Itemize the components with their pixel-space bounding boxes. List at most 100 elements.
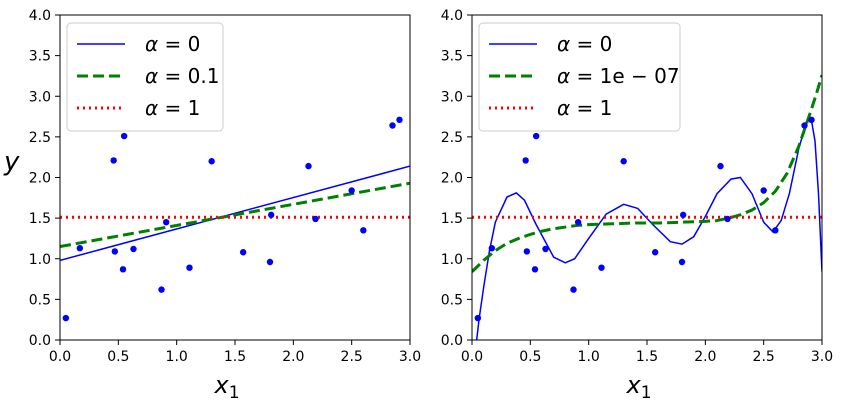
data-point <box>111 248 119 255</box>
y-tick-label: 4.0 <box>29 8 51 24</box>
data-point <box>119 266 127 273</box>
data-point <box>162 218 170 226</box>
data-point <box>396 116 403 124</box>
right-subplot: 0.0 0.5 1.0 1.5 2.0 2.5 3.0 0.0 0.5 1.0 1.5 2.0 2.5 3… <box>441 8 833 402</box>
data-point <box>239 249 247 256</box>
data-point <box>120 132 128 140</box>
legend-entry-1: α = 1e − 07 <box>557 64 680 88</box>
y-tick-label: 3.0 <box>441 89 463 105</box>
y-tick-label: 1.0 <box>441 252 463 268</box>
data-point <box>305 162 312 170</box>
x-tick-label: 1.5 <box>224 349 246 365</box>
x-tick-label: 1.5 <box>636 349 658 365</box>
legend-entry-prefix: α = <box>557 64 600 88</box>
y-tick-label: 1.5 <box>29 211 51 227</box>
data-point <box>266 258 274 266</box>
data-point <box>808 116 815 124</box>
x-tick-label: 0.0 <box>461 349 483 365</box>
data-point <box>574 218 582 226</box>
y-tick-label: 2.0 <box>29 171 51 187</box>
x-tick-label: 3.0 <box>399 349 421 365</box>
data-point <box>724 215 731 223</box>
plot-area <box>472 74 822 340</box>
data-point <box>360 227 367 234</box>
y-tick-label: 2.5 <box>29 130 51 146</box>
legend-entry-1: α = 0.1 <box>145 64 219 88</box>
data-point <box>76 244 84 252</box>
y-tick-label: 1.5 <box>441 211 463 227</box>
data-point <box>110 157 117 164</box>
legend-entry-prefix: α = <box>145 32 188 56</box>
x-tick-label: 1.0 <box>166 349 188 365</box>
legend-entry-value: 0.1 <box>188 64 220 88</box>
data-point <box>267 211 275 219</box>
data-point <box>570 286 577 293</box>
x-tick-label: 0.5 <box>107 349 129 365</box>
legend-entry-prefix: α = <box>145 96 188 120</box>
y-tick-label: 0.0 <box>29 333 51 349</box>
series-line-1 <box>60 181 410 249</box>
x-axis-label: x1 <box>213 371 239 402</box>
data-point <box>532 132 540 140</box>
x-tick-label: 2.5 <box>753 349 775 365</box>
legend-entry-prefix: α = <box>557 96 600 120</box>
x-tick-label: 2.0 <box>694 349 716 365</box>
data-point <box>158 286 165 293</box>
y-tick-label: 1.0 <box>29 252 51 268</box>
y-tick-label: 3.0 <box>29 89 51 105</box>
data-point <box>542 245 549 253</box>
data-point <box>717 162 724 170</box>
x-tick-label: 3.0 <box>811 349 833 365</box>
data-point <box>348 187 355 194</box>
x-tick-label: 2.0 <box>282 349 304 365</box>
data-point <box>389 122 396 129</box>
y-tick-label: 4.0 <box>441 8 463 24</box>
legend-entry-0: α = 0 <box>557 32 612 56</box>
data-point <box>474 314 482 322</box>
legend-entry-prefix: α = <box>557 32 600 56</box>
y-tick-label: 0.0 <box>441 333 463 349</box>
data-point <box>186 264 193 271</box>
data-point <box>801 122 808 129</box>
series-line-0 <box>475 117 822 340</box>
series-line-1 <box>472 74 822 273</box>
data-point <box>130 245 137 253</box>
x-axis-label-text: x <box>625 371 641 399</box>
data-point <box>208 158 215 165</box>
legend-box <box>66 22 224 132</box>
y-tick-label: 0.5 <box>441 292 463 308</box>
data-point <box>598 264 605 271</box>
data-point <box>531 266 539 273</box>
x-tick-label: 2.5 <box>341 349 363 365</box>
data-point <box>678 258 686 266</box>
data-point <box>760 187 767 194</box>
x-tick-label: 0.5 <box>519 349 541 365</box>
legend-entry-value: 1e − 07 <box>600 64 680 88</box>
data-point <box>620 158 627 165</box>
legend-entry-value: 1 <box>600 96 613 120</box>
x-axis-label-subscript: 1 <box>641 383 652 402</box>
legend-entry-2: α = 1 <box>557 96 612 120</box>
data-point <box>772 227 779 234</box>
x-tick-label: 1.0 <box>578 349 600 365</box>
y-tick-label: 3.5 <box>441 49 463 65</box>
y-tick-label: 0.5 <box>29 292 51 308</box>
data-point <box>522 157 529 164</box>
plot-area <box>60 116 410 322</box>
data-point <box>651 249 659 256</box>
data-point <box>312 215 319 223</box>
legend-entry-value: 1 <box>188 96 201 120</box>
legend-entry-prefix: α = <box>145 64 188 88</box>
legend-entry-0: α = 0 <box>145 32 200 56</box>
series-line-0 <box>60 165 410 262</box>
legend-box <box>478 22 681 132</box>
legend-entry-2: α = 1 <box>145 96 200 120</box>
y-tick-label: 2.0 <box>441 171 463 187</box>
legend-entry-value: 0 <box>600 32 613 56</box>
x-axis-label-text: x <box>213 371 229 399</box>
y-tick-label: 3.5 <box>29 49 51 65</box>
x-axis-label-subscript: 1 <box>229 383 240 402</box>
y-axis-label: y <box>3 147 20 177</box>
data-point <box>523 248 531 255</box>
